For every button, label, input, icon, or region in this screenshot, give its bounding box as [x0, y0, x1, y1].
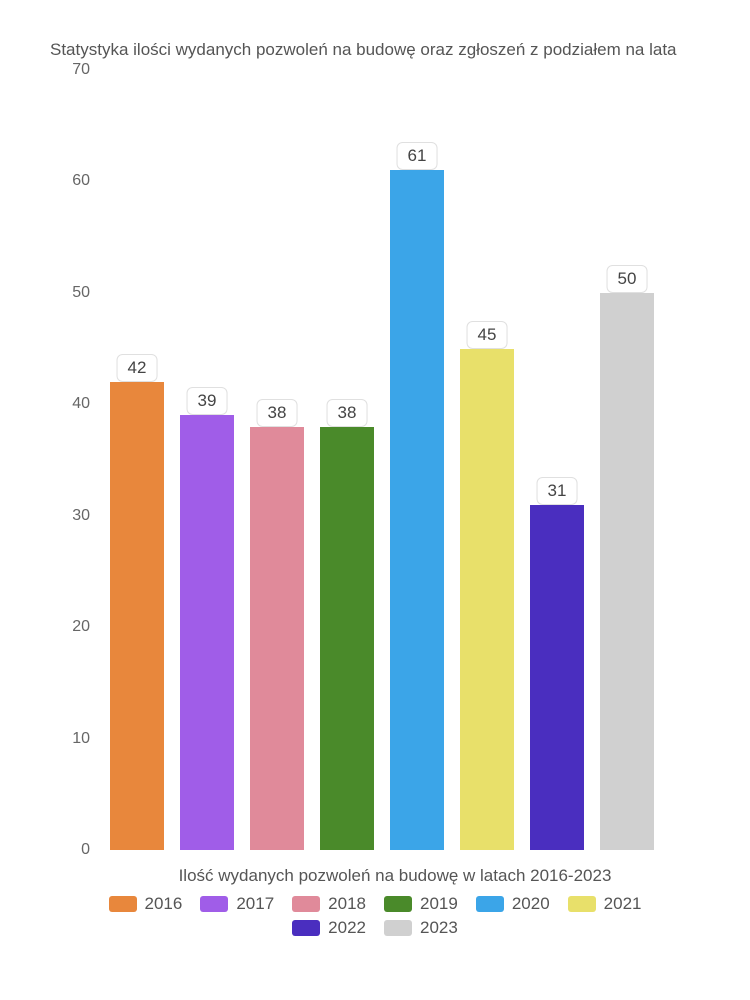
bar-value-label: 31 [537, 477, 578, 505]
legend-label: 2016 [145, 894, 183, 914]
legend-row: 2022 2023 [50, 918, 700, 938]
legend-label: 2023 [420, 918, 458, 938]
legend-item-2023: 2023 [384, 918, 458, 938]
y-tick-label: 60 [72, 172, 90, 190]
legend-item-2016: 2016 [109, 894, 183, 914]
y-tick-label: 0 [81, 841, 90, 859]
bar-2016: 42 [110, 382, 164, 850]
y-axis: 010203040506070 [50, 70, 100, 850]
bar-2022: 31 [530, 505, 584, 850]
legend-item-2022: 2022 [292, 918, 366, 938]
bar-2017: 39 [180, 415, 234, 850]
x-axis-label: Ilość wydanych pozwoleń na budowę w lata… [110, 866, 680, 886]
legend-label: 2021 [604, 894, 642, 914]
bar-value-label: 61 [397, 142, 438, 170]
legend-label: 2017 [236, 894, 274, 914]
legend-label: 2022 [328, 918, 366, 938]
legend: 2016 2017 2018 2019 2020 2021 2022 2023 [50, 894, 700, 942]
bar-value-label: 38 [327, 399, 368, 427]
legend-label: 2018 [328, 894, 366, 914]
legend-item-2018: 2018 [292, 894, 366, 914]
chart-title: Statystyka ilości wydanych pozwoleń na b… [50, 40, 700, 60]
legend-label: 2019 [420, 894, 458, 914]
bar-value-label: 42 [117, 354, 158, 382]
legend-swatch [109, 896, 137, 912]
bar-2021: 45 [460, 349, 514, 850]
legend-swatch [568, 896, 596, 912]
legend-item-2020: 2020 [476, 894, 550, 914]
y-tick-label: 10 [72, 730, 90, 748]
legend-swatch [200, 896, 228, 912]
legend-item-2017: 2017 [200, 894, 274, 914]
bar-2020: 61 [390, 170, 444, 850]
bar-2023: 50 [600, 293, 654, 850]
bars-area: 4239383861453150 [110, 70, 680, 850]
legend-item-2021: 2021 [568, 894, 642, 914]
legend-swatch [292, 896, 320, 912]
legend-label: 2020 [512, 894, 550, 914]
bar-value-label: 38 [257, 399, 298, 427]
legend-swatch [476, 896, 504, 912]
bar-value-label: 45 [467, 321, 508, 349]
plot-area: 010203040506070 4239383861453150 [50, 70, 680, 850]
y-tick-label: 70 [72, 61, 90, 79]
legend-item-2019: 2019 [384, 894, 458, 914]
y-tick-label: 50 [72, 284, 90, 302]
legend-swatch [384, 896, 412, 912]
legend-row: 2016 2017 2018 2019 2020 2021 [50, 894, 700, 914]
bar-2019: 38 [320, 427, 374, 850]
y-tick-label: 30 [72, 507, 90, 525]
legend-swatch [292, 920, 320, 936]
bar-value-label: 50 [607, 265, 648, 293]
y-tick-label: 40 [72, 395, 90, 413]
bar-2018: 38 [250, 427, 304, 850]
y-tick-label: 20 [72, 618, 90, 636]
legend-swatch [384, 920, 412, 936]
bar-value-label: 39 [187, 387, 228, 415]
chart-container: Statystyka ilości wydanych pozwoleń na b… [50, 40, 700, 960]
